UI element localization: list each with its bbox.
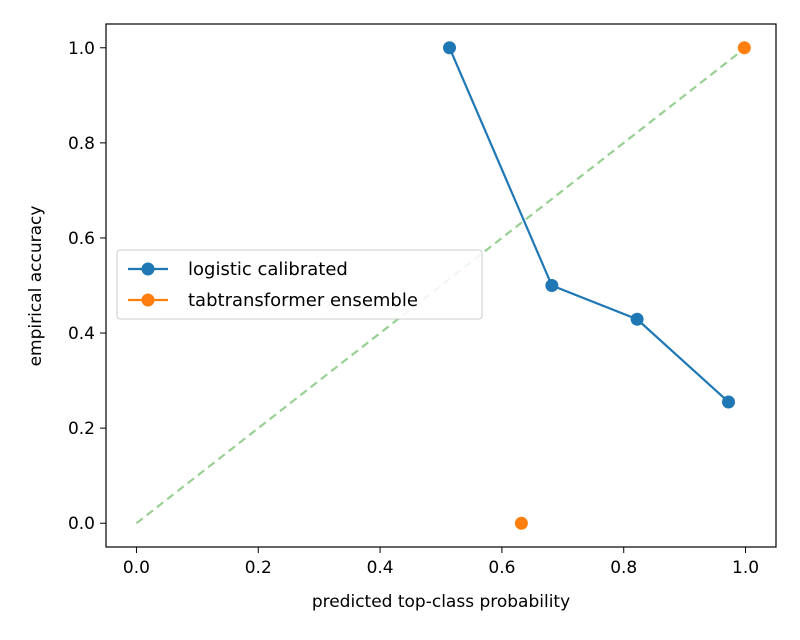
data-point-tabtransformer-ensemble xyxy=(737,41,751,55)
legend-swatch-marker-logistic-calibrated xyxy=(141,262,155,276)
legend-label-logistic-calibrated: logistic calibrated xyxy=(188,259,348,280)
y-tick-label: 1.0 xyxy=(68,39,95,59)
data-point-logistic-calibrated xyxy=(443,41,457,55)
data-point-logistic-calibrated xyxy=(630,312,644,326)
legend-swatch-marker-tabtransformer-ensemble xyxy=(141,293,155,307)
series-layer xyxy=(443,41,751,530)
reference-diagonal-line xyxy=(135,46,747,525)
x-tick-label: 1.0 xyxy=(732,558,759,578)
x-axis-label: predicted top-class probability xyxy=(312,592,570,612)
y-tick-label: 0.6 xyxy=(68,229,95,249)
y-tick-label: 0.2 xyxy=(68,419,95,439)
y-axis-label: empirical accuracy xyxy=(26,206,46,367)
y-tick-label: 0.8 xyxy=(68,134,95,154)
data-point-logistic-calibrated xyxy=(545,279,559,292)
data-point-tabtransformer-ensemble xyxy=(514,516,528,530)
series-line-logistic-calibrated xyxy=(448,47,730,403)
x-tick-label: 0.2 xyxy=(245,558,272,578)
legend-label-tabtransformer-ensemble: tabtransformer ensemble xyxy=(188,290,418,311)
x-axis: 0.0 0.2 0.4 0.6 0.8 1.0 xyxy=(123,547,759,578)
data-point-logistic-calibrated xyxy=(721,395,735,409)
legend: logistic calibrated tabtransformer ensemb… xyxy=(116,249,483,320)
x-tick-label: 0.8 xyxy=(610,558,637,578)
x-tick-label: 0.6 xyxy=(488,558,515,578)
plot-frame xyxy=(105,23,777,548)
y-axis: 0.0 0.2 0.4 0.6 0.8 1.0 xyxy=(68,39,106,534)
x-tick-label: 0.4 xyxy=(367,558,394,578)
y-tick-label: 0.0 xyxy=(68,514,95,534)
x-tick-label: 0.0 xyxy=(123,558,150,578)
reference-layer xyxy=(135,46,747,525)
legend-box xyxy=(116,249,483,320)
y-tick-label: 0.4 xyxy=(68,324,95,344)
